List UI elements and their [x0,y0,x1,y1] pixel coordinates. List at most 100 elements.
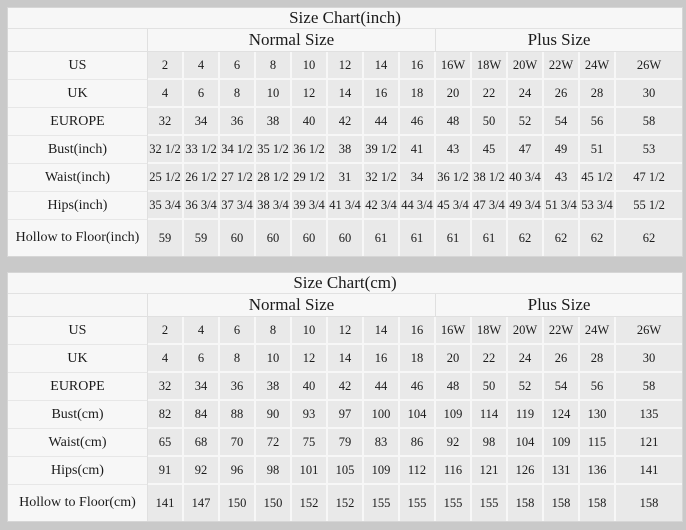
size-value-cell: 28 [580,80,616,108]
size-value-cell: 18W [472,317,508,345]
size-value-cell: 12 [328,317,364,345]
size-value-cell: 6 [220,317,256,345]
size-value-cell: 34 [184,108,220,136]
size-value-cell: 152 [292,485,328,521]
size-value-cell: 10 [292,52,328,80]
size-value-cell: 54 [544,373,580,401]
size-value-cell: 60 [328,220,364,256]
corner-cell [8,294,148,317]
size-value-cell: 59 [148,220,184,256]
size-value-cell: 16W [436,317,472,345]
size-value-cell: 24 [508,80,544,108]
row-label: Bust(inch) [8,136,148,164]
row-label: Hips(cm) [8,457,148,485]
table-row: Hollow to Floor(inch) 59 59 60 60 60 60 61 61 61 6… [8,220,683,256]
size-value-cell: 135 [616,401,683,429]
size-value-cell: 91 [148,457,184,485]
size-value-cell: 2 [148,52,184,80]
size-value-cell: 30 [616,345,683,373]
table-row: US 2 4 6 8 10 12 14 16 16W 18W 20W 22W 24W 26W [8,317,683,345]
size-value-cell: 158 [616,485,683,521]
size-value-cell: 84 [184,401,220,429]
size-value-cell: 6 [184,80,220,108]
table-row: Size Chart(inch) [8,8,683,29]
size-value-cell: 46 [400,108,436,136]
size-value-cell: 24W [580,317,616,345]
size-value-cell: 47 3/4 [472,192,508,220]
row-label: Hollow to Floor(inch) [8,220,148,256]
size-value-cell: 100 [364,401,400,429]
table-row: Size Chart(cm) [8,273,683,294]
size-value-cell: 131 [544,457,580,485]
size-value-cell: 33 1/2 [184,136,220,164]
size-value-cell: 16W [436,52,472,80]
size-value-cell: 4 [184,317,220,345]
size-value-cell: 155 [400,485,436,521]
size-value-cell: 88 [220,401,256,429]
size-value-cell: 98 [256,457,292,485]
size-value-cell: 6 [220,52,256,80]
size-value-cell: 121 [616,429,683,457]
size-value-cell: 54 [544,108,580,136]
size-value-cell: 16 [400,317,436,345]
size-value-cell: 20W [508,52,544,80]
size-value-cell: 34 [400,164,436,192]
size-value-cell: 39 1/2 [364,136,400,164]
size-value-cell: 109 [544,429,580,457]
size-value-cell: 20 [436,345,472,373]
row-label: Waist(cm) [8,429,148,457]
size-value-cell: 44 [364,108,400,136]
size-value-cell: 25 1/2 [148,164,184,192]
size-value-cell: 152 [328,485,364,521]
size-value-cell: 56 [580,373,616,401]
size-value-cell: 150 [220,485,256,521]
size-value-cell: 32 [148,108,184,136]
size-value-cell: 44 [364,373,400,401]
size-value-cell: 147 [184,485,220,521]
size-value-cell: 124 [544,401,580,429]
size-value-cell: 155 [436,485,472,521]
size-value-cell: 53 3/4 [580,192,616,220]
size-value-cell: 2 [148,317,184,345]
table-row: EUROPE 32 34 36 38 40 42 44 46 48 50 52 54 56 58 [8,108,683,136]
size-value-cell: 4 [148,80,184,108]
size-value-cell: 12 [292,80,328,108]
size-value-cell: 62 [544,220,580,256]
table-row: Hollow to Floor(cm) 141 147 150 150 152 152 155… [8,485,683,521]
size-value-cell: 141 [616,457,683,485]
size-value-cell: 22 [472,80,508,108]
size-value-cell: 119 [508,401,544,429]
size-value-cell: 141 [148,485,184,521]
size-value-cell: 31 [328,164,364,192]
size-value-cell: 8 [220,80,256,108]
size-value-cell: 28 1/2 [256,164,292,192]
size-value-cell: 36 1/2 [292,136,328,164]
corner-cell [8,29,148,52]
size-value-cell: 61 [364,220,400,256]
size-value-cell: 150 [256,485,292,521]
row-label: US [8,317,148,345]
size-value-cell: 26 1/2 [184,164,220,192]
size-value-cell: 42 [328,373,364,401]
size-value-cell: 45 1/2 [580,164,616,192]
size-value-cell: 43 [436,136,472,164]
size-value-cell: 16 [364,80,400,108]
size-value-cell: 32 1/2 [148,136,184,164]
size-value-cell: 115 [580,429,616,457]
normal-size-header: Normal Size [148,294,436,317]
size-value-cell: 68 [184,429,220,457]
size-value-cell: 30 [616,80,683,108]
normal-size-header: Normal Size [148,29,436,52]
size-value-cell: 8 [256,317,292,345]
size-value-cell: 41 [400,136,436,164]
size-value-cell: 22W [544,317,580,345]
table-row: Bust(cm) 82 84 88 90 93 97 100 104 109 114 119 124 13… [8,401,683,429]
size-value-cell: 112 [400,457,436,485]
size-value-cell: 44 3/4 [400,192,436,220]
size-value-cell: 97 [328,401,364,429]
size-value-cell: 101 [292,457,328,485]
size-value-cell: 22W [544,52,580,80]
size-value-cell: 37 3/4 [220,192,256,220]
size-value-cell: 26W [616,52,683,80]
size-value-cell: 51 [580,136,616,164]
